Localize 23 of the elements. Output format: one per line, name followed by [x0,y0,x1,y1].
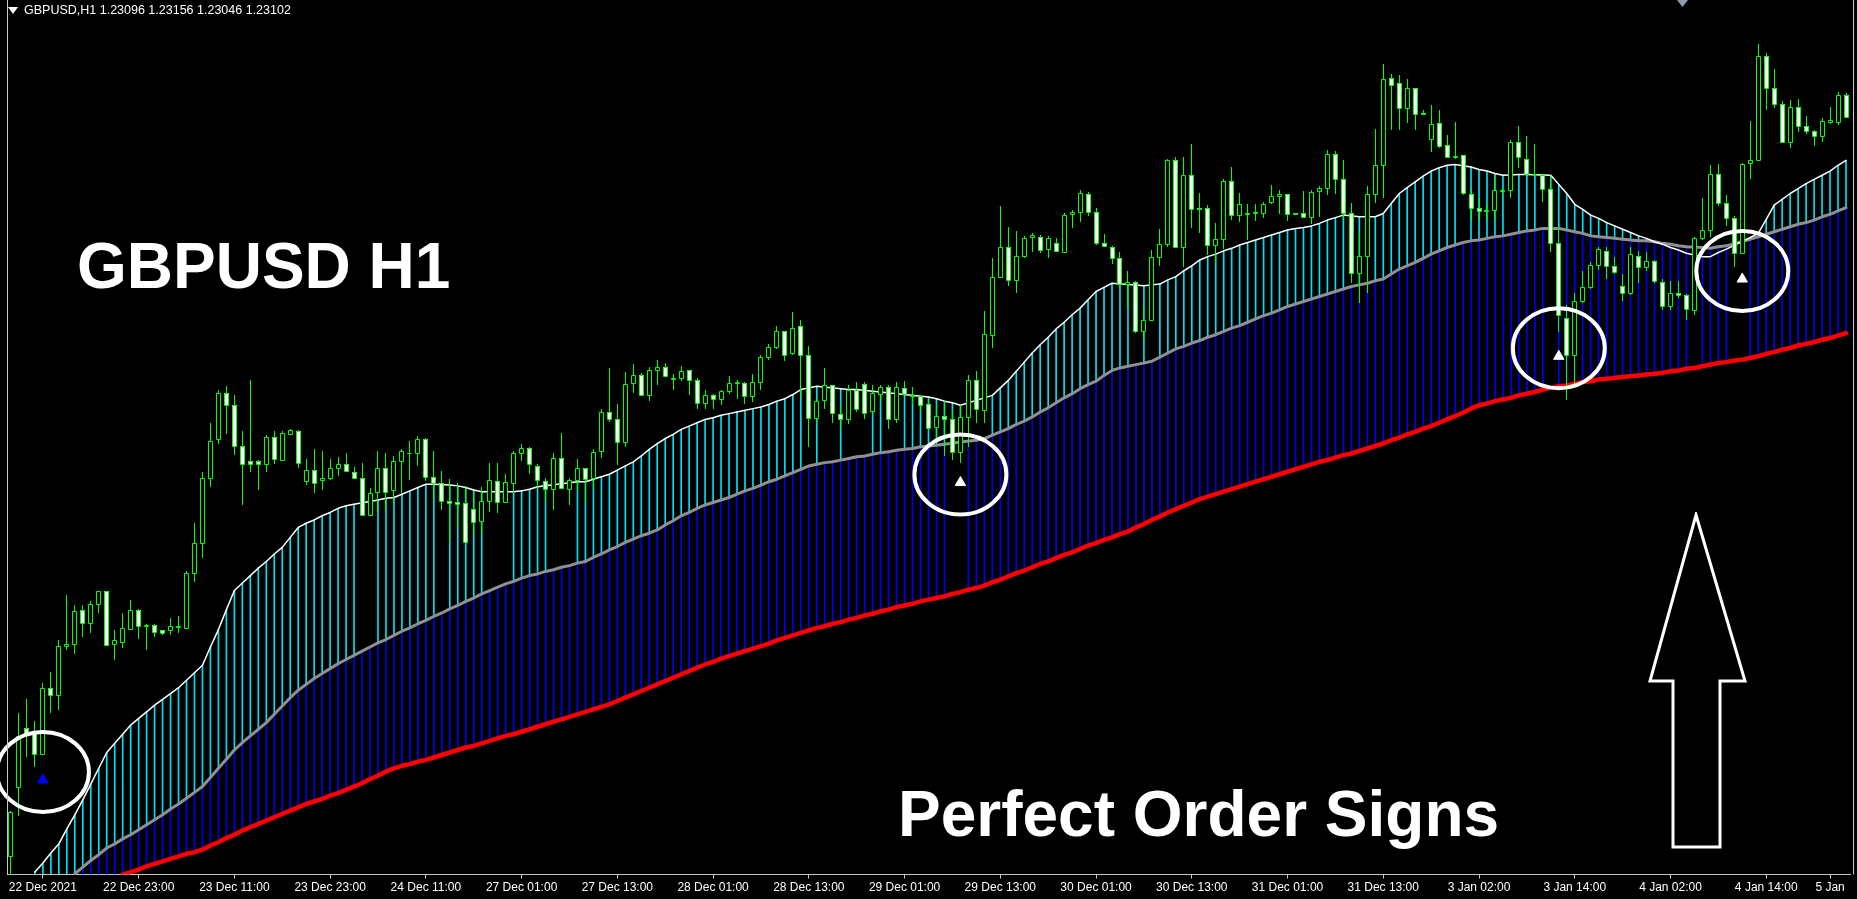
annotation: GBPUSD H1 [77,230,451,302]
x-tick-label: 30 Dec 13:00 [1156,880,1228,895]
chart-title: GBPUSD,H1 1.23096 1.23156 1.23046 1.23102 [24,3,291,18]
x-tick-label: 23 Dec 23:00 [294,880,367,895]
x-tick-label: 28 Dec 01:00 [677,880,750,895]
x-tick-label: 22 Dec 2021 [8,880,78,895]
x-tick-label: 5 Jan [1815,880,1845,895]
x-tick-label: 24 Dec 11:00 [390,880,462,895]
annotation: Perfect Order Signs [898,778,1500,850]
x-tick-label: 23 Dec 11:00 [199,880,270,895]
x-tick-label: 4 Jan 14:00 [1734,880,1798,895]
x-tick-label: 31 Dec 01:00 [1251,880,1324,895]
x-tick-label: 3 Jan 14:00 [1543,880,1607,895]
x-tick-label: 4 Jan 02:00 [1639,880,1703,895]
x-tick-label: 30 Dec 01:00 [1060,880,1133,895]
x-tick-label: 29 Dec 01:00 [868,880,941,895]
x-tick-label: 28 Dec 13:00 [773,880,845,895]
x-tick-label: 27 Dec 13:00 [581,880,654,895]
x-tick-label: 27 Dec 01:00 [485,880,558,895]
x-tick-label: 22 Dec 23:00 [102,880,175,895]
x-tick-label: 29 Dec 13:00 [964,880,1037,895]
x-tick-label: 31 Dec 13:00 [1347,880,1420,895]
x-tick-label: 3 Jan 02:00 [1447,880,1511,895]
